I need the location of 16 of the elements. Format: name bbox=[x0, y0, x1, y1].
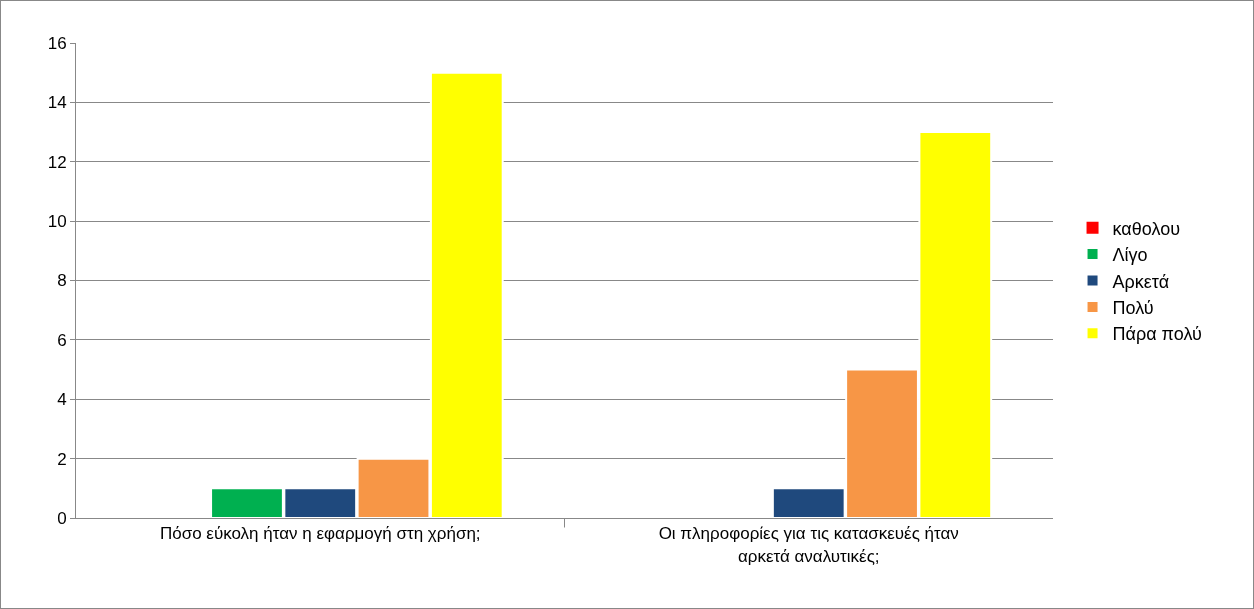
y-tick-label: 12 bbox=[47, 152, 67, 172]
x-tick-label: Πόσο εύκολη ήταν η εφαρμογή στη χρήση; bbox=[159, 524, 481, 544]
y-tick-label: 2 bbox=[57, 449, 67, 469]
y-tick-label: 10 bbox=[47, 212, 67, 232]
x-tick-label: Οι πληροφορίες για τις κατασκευές ήταν αρκετά αναλυτικές; bbox=[658, 524, 959, 566]
y-tick-label: 6 bbox=[57, 330, 67, 350]
y-tick-label: 16 bbox=[47, 33, 67, 53]
y-tick-label: 14 bbox=[47, 93, 67, 113]
legend-label: Πολύ bbox=[1112, 297, 1154, 318]
y-tick-label: 8 bbox=[57, 271, 67, 291]
legend-label: Αρκετά bbox=[1112, 271, 1170, 292]
legend-label: Πάρα πολύ bbox=[1112, 324, 1202, 345]
y-tick-label: 4 bbox=[57, 390, 67, 410]
legend-label: καθολου bbox=[1112, 218, 1180, 239]
y-tick-label: 0 bbox=[57, 508, 67, 528]
legend-label: Λίγο bbox=[1112, 245, 1148, 266]
